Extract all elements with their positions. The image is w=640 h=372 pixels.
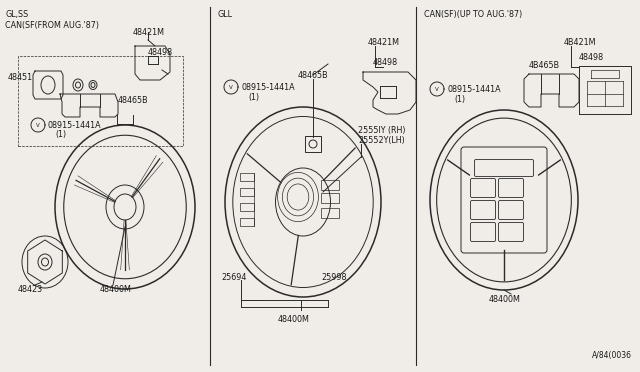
Text: 2555lY (RH): 2555lY (RH) xyxy=(358,125,406,135)
Text: CAN(SF)(UP TO AUG.'87): CAN(SF)(UP TO AUG.'87) xyxy=(424,10,522,19)
Text: (1): (1) xyxy=(55,129,66,138)
Text: GL,SS: GL,SS xyxy=(5,10,28,19)
Text: (1): (1) xyxy=(248,93,259,102)
Text: V: V xyxy=(36,122,40,128)
Text: 4B421M: 4B421M xyxy=(564,38,596,46)
Text: 48498: 48498 xyxy=(579,52,604,61)
Text: 08915-1441A: 08915-1441A xyxy=(241,83,294,92)
Text: 08915-1441A: 08915-1441A xyxy=(447,84,500,93)
Text: 48423: 48423 xyxy=(18,285,43,294)
Text: 48400M: 48400M xyxy=(489,295,521,305)
Bar xyxy=(18,56,183,146)
Text: V: V xyxy=(229,84,233,90)
Text: A/84(0036: A/84(0036 xyxy=(592,351,632,360)
Text: 48451: 48451 xyxy=(8,73,33,81)
Text: CAN(SF(FROM AUG.'87): CAN(SF(FROM AUG.'87) xyxy=(5,20,99,29)
Text: 48400M: 48400M xyxy=(278,315,310,324)
Text: GLL: GLL xyxy=(218,10,233,19)
Text: 48498: 48498 xyxy=(373,58,398,67)
Text: 25552Y(LH): 25552Y(LH) xyxy=(358,135,404,144)
Text: 4B465B: 4B465B xyxy=(529,61,560,70)
Text: 08915-1441A: 08915-1441A xyxy=(48,121,102,129)
Text: 48465B: 48465B xyxy=(118,96,148,105)
Text: V: V xyxy=(435,87,439,92)
Text: 48465B: 48465B xyxy=(298,71,328,80)
Text: 25694: 25694 xyxy=(221,273,246,282)
Text: (1): (1) xyxy=(454,94,465,103)
Text: 48498: 48498 xyxy=(148,48,173,57)
Text: 48400M: 48400M xyxy=(100,285,132,294)
Text: 48421M: 48421M xyxy=(368,38,400,46)
Text: 25998: 25998 xyxy=(321,273,346,282)
Text: 48421M: 48421M xyxy=(133,28,165,36)
